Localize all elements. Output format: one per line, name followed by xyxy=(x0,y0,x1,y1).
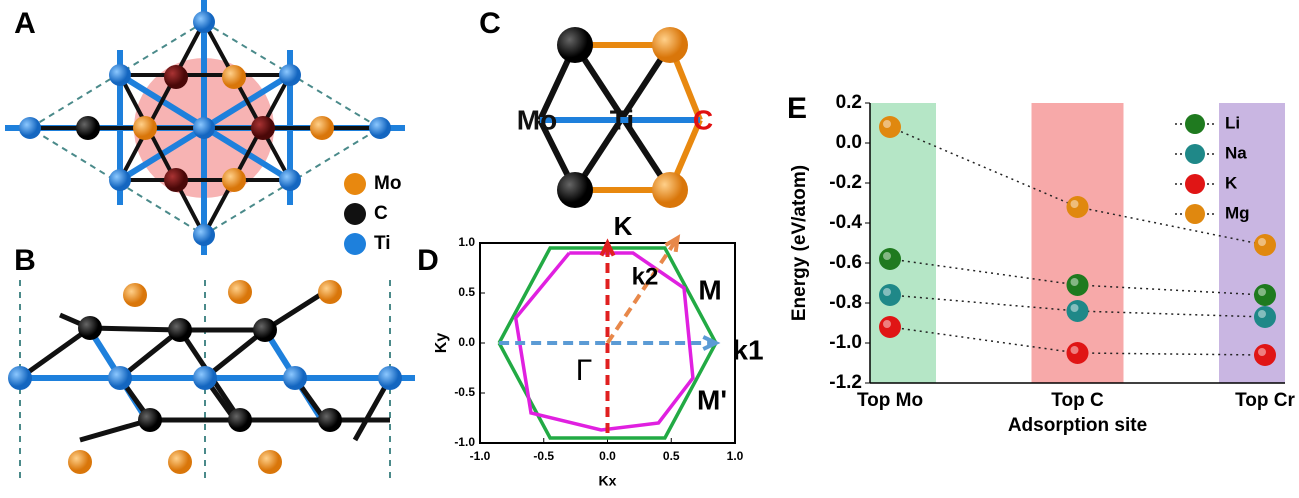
legend-swatch xyxy=(1185,174,1205,194)
structure-a xyxy=(5,0,405,255)
atom-label: Mo xyxy=(517,104,557,135)
annotation: k1 xyxy=(732,334,763,365)
point-highlight xyxy=(1258,310,1266,318)
y-axis-label: Ky xyxy=(433,333,450,354)
data-point xyxy=(1254,344,1276,366)
data-point xyxy=(1254,284,1276,306)
x-axis-label: Kx xyxy=(599,473,617,489)
y-tick-label: -0.8 xyxy=(829,292,862,313)
y-axis-label: Energy (eV/atom) xyxy=(789,165,810,321)
x-tick-label: Top Cr xyxy=(1235,390,1295,411)
annotation: Γ xyxy=(576,354,593,387)
y-tick-label: 0.2 xyxy=(836,92,862,113)
y-tick-label: -0.6 xyxy=(829,252,862,273)
panel-label: D xyxy=(417,244,439,277)
data-point xyxy=(1066,342,1089,364)
legend-swatch xyxy=(344,203,366,225)
legend-label: Mo xyxy=(374,173,401,194)
point-highlight xyxy=(883,252,891,260)
y-tick-label: 1.0 xyxy=(458,235,475,249)
data-point xyxy=(1066,196,1089,218)
legend-label: C xyxy=(374,203,388,224)
point-highlight xyxy=(883,120,891,128)
x-axis-label: Adsorption site xyxy=(1008,415,1147,436)
y-tick-label: -1.0 xyxy=(829,332,862,353)
legend-label: Li xyxy=(1225,113,1240,132)
structure-c xyxy=(537,27,703,208)
legend-swatch xyxy=(344,233,366,255)
arrowhead xyxy=(702,335,721,351)
y-tick-label: -0.5 xyxy=(454,385,475,399)
legend-label: Ti xyxy=(374,233,391,254)
data-point xyxy=(1066,274,1089,296)
annotation: M' xyxy=(697,384,727,415)
y-tick-label: 0.0 xyxy=(836,132,862,153)
site-band xyxy=(1031,103,1124,383)
legend-swatch xyxy=(1185,204,1205,224)
data-point xyxy=(879,248,901,270)
x-tick-label: Top C xyxy=(1051,390,1104,411)
site-band xyxy=(870,103,936,383)
data-point xyxy=(879,316,901,338)
arrowhead xyxy=(664,234,681,253)
x-tick-label: 0.5 xyxy=(663,449,680,463)
data-point xyxy=(879,116,901,138)
y-tick-label: -0.4 xyxy=(829,212,862,233)
x-tick-label: 1.0 xyxy=(727,449,744,463)
panel-label: B xyxy=(14,244,36,277)
legend-label: Mg xyxy=(1225,203,1250,222)
connector xyxy=(889,126,1266,246)
legend-swatch xyxy=(1185,144,1205,164)
point-highlight xyxy=(1258,348,1266,356)
annotation: k2 xyxy=(632,263,659,290)
point-highlight xyxy=(1070,200,1079,208)
arrowhead xyxy=(599,238,616,257)
outline xyxy=(513,251,695,432)
annotation: K xyxy=(614,211,633,241)
x-tick-label: Top Mo xyxy=(857,390,923,411)
point-highlight xyxy=(1258,238,1266,246)
legend-label: K xyxy=(1225,173,1238,192)
point-highlight xyxy=(1070,278,1079,286)
point-highlight xyxy=(883,288,891,296)
legend-swatch xyxy=(1185,114,1205,134)
legend-label: Na xyxy=(1225,143,1247,162)
data-point xyxy=(879,284,901,306)
y-tick-label: -0.2 xyxy=(829,172,862,193)
connector xyxy=(889,294,1266,318)
panel-label: A xyxy=(14,7,36,40)
panel-label: E xyxy=(787,92,807,125)
annotation: M xyxy=(698,274,721,305)
structure-b xyxy=(8,280,415,480)
data-point xyxy=(1254,234,1276,256)
y-tick-label: 0.5 xyxy=(458,285,475,299)
atom-label: Ti xyxy=(610,104,634,135)
point-highlight xyxy=(1070,346,1079,354)
x-tick-label: 0.0 xyxy=(599,449,616,463)
panel-label: C xyxy=(479,7,501,40)
point-highlight xyxy=(1070,304,1079,312)
point-highlight xyxy=(883,320,891,328)
y-tick-label: -1.0 xyxy=(454,435,475,449)
y-tick-label: -1.2 xyxy=(829,372,862,393)
atom-label: C xyxy=(693,104,713,135)
x-tick-label: -1.0 xyxy=(470,449,491,463)
data-point xyxy=(1254,306,1276,328)
x-tick-label: -0.5 xyxy=(533,449,554,463)
legend-swatch xyxy=(344,173,366,195)
data-point xyxy=(1066,300,1089,322)
y-tick-label: 0.0 xyxy=(458,335,475,349)
outline xyxy=(605,236,680,345)
point-highlight xyxy=(1258,288,1266,296)
